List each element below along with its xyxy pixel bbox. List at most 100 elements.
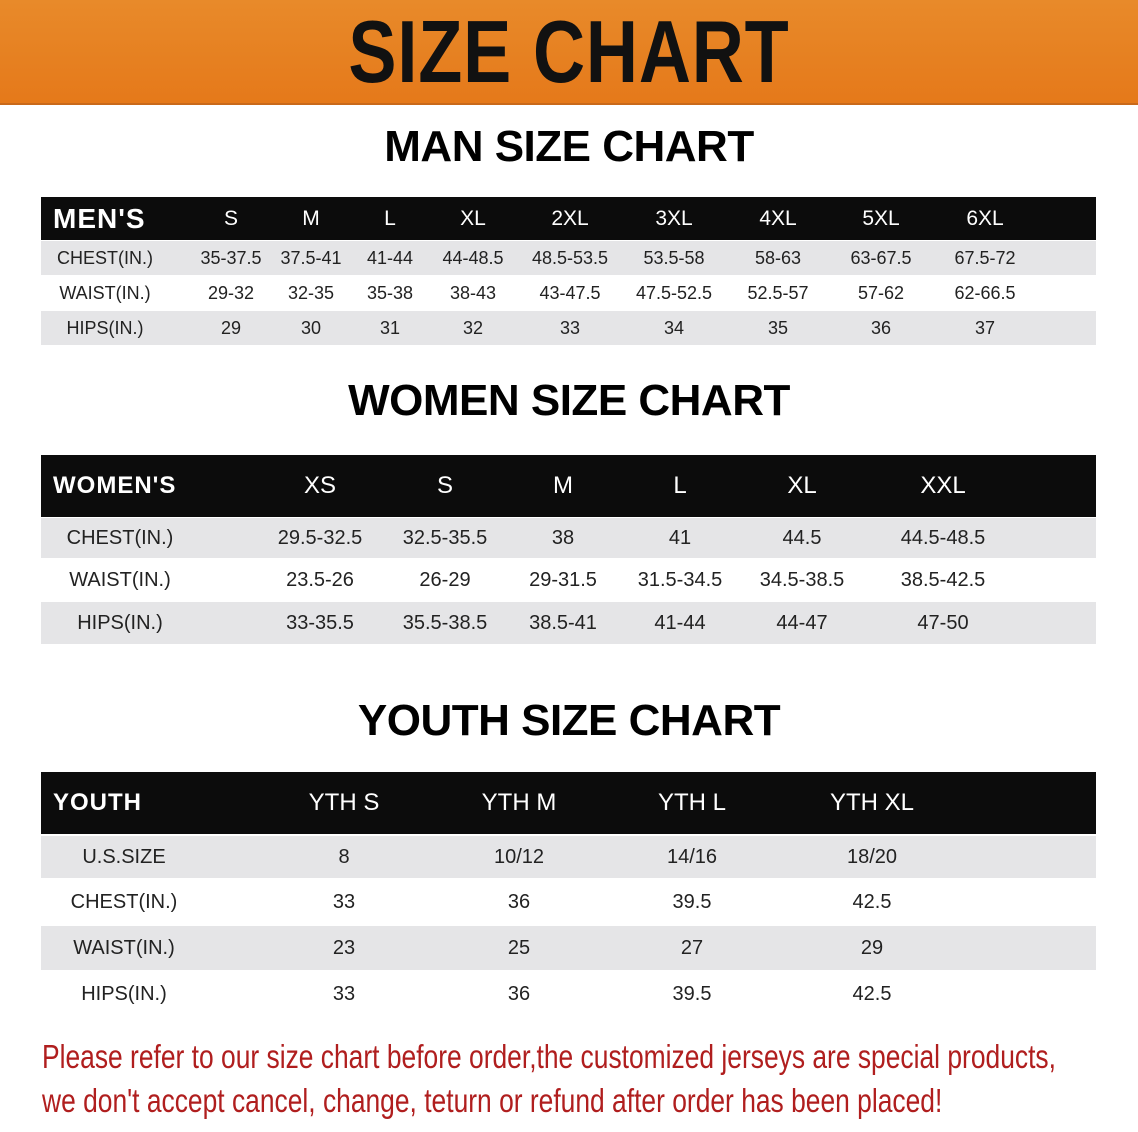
- measurement-cell: 29-32: [207, 282, 255, 303]
- measurement-cell: 35: [767, 317, 789, 338]
- measurement-cell: 33: [332, 890, 356, 913]
- measurement-cell: 57-62: [857, 282, 905, 303]
- measurement-cell: 47.5-52.5: [635, 282, 713, 303]
- row-label: WAIST(IN.): [73, 936, 175, 959]
- measurement-cell: 36: [870, 317, 892, 338]
- measurement-cell: 35-37.5: [200, 247, 262, 268]
- measurement-cell: 36: [507, 890, 531, 913]
- table-row: WAIST(IN.) 29-32 32-35 35-38 38-43 43-47.5 47.…: [41, 276, 1096, 310]
- size-header: 3XL: [655, 206, 693, 230]
- footer-notice-line-2: we don't accept cancel, change, teturn o…: [42, 1082, 943, 1119]
- row-label: HIPS(IN.): [81, 982, 167, 1005]
- measurement-cell: 48.5-53.5: [531, 247, 609, 268]
- size-header: 4XL: [759, 206, 797, 230]
- measurement-cell: 44-48.5: [442, 247, 504, 268]
- men-header-label: MEN'S: [53, 202, 146, 234]
- youth-size-table: YOUTH YTH S YTH M YTH L YTH XL U.S.SIZE 8 10/12…: [41, 772, 1096, 1017]
- size-header: 5XL: [862, 206, 900, 230]
- size-header: XL: [460, 206, 486, 230]
- measurement-cell: 47-50: [917, 611, 969, 634]
- measurement-cell: 18/20: [846, 845, 898, 868]
- size-header: YTH M: [481, 789, 557, 816]
- measurement-cell: 32-35: [287, 282, 335, 303]
- measurement-cell: 10/12: [493, 845, 545, 868]
- measurement-cell: 52.5-57: [747, 282, 809, 303]
- banner-title: SIZE CHART: [348, 2, 790, 101]
- row-label: HIPS(IN.): [77, 611, 163, 634]
- size-header: XXL: [920, 472, 966, 499]
- measurement-cell: 29: [220, 317, 242, 338]
- table-row: WAIST(IN.) 23.5-26 26-29 29-31.5 31.5-34.5 34…: [41, 560, 1096, 600]
- women-size-table: WOMEN'S XS S M L XL XXL CHEST(IN.) 29.5-32.5 32.5…: [41, 455, 1096, 645]
- table-row: U.S.SIZE 8 10/12 14/16 18/20: [41, 836, 1096, 878]
- measurement-cell: 39.5: [672, 890, 712, 913]
- measurement-cell: 41-44: [654, 611, 706, 634]
- measurement-cell: 44-47: [776, 611, 828, 634]
- size-header: S: [436, 472, 453, 499]
- row-label: CHEST(IN.): [57, 247, 153, 268]
- table-row: HIPS(IN.) 33 36 39.5 42.5: [41, 972, 1096, 1016]
- table-row: CHEST(IN.) 33 36 39.5 42.5: [41, 880, 1096, 924]
- measurement-cell: 38.5-42.5: [900, 568, 986, 591]
- size-header: L: [384, 206, 396, 230]
- measurement-cell: 26-29: [419, 568, 471, 591]
- row-label: WAIST(IN.): [59, 282, 151, 303]
- measurement-cell: 33: [559, 317, 581, 338]
- measurement-cell: 8: [338, 845, 350, 868]
- table-row: CHEST(IN.) 29.5-32.5 32.5-35.5 38 41 44.5 44.5…: [41, 518, 1096, 558]
- size-header: 6XL: [966, 206, 1004, 230]
- size-header: 2XL: [551, 206, 589, 230]
- measurement-cell: 32.5-35.5: [402, 526, 488, 549]
- measurement-cell: 31: [379, 317, 401, 338]
- measurement-cell: 34.5-38.5: [759, 568, 845, 591]
- size-header: L: [673, 472, 687, 499]
- measurement-cell: 58-63: [754, 247, 802, 268]
- table-row: CHEST(IN.) 35-37.5 37.5-41 41-44 44-48.5 48.5…: [41, 241, 1096, 275]
- measurement-cell: 53.5-58: [643, 247, 705, 268]
- measurement-cell: 39.5: [672, 982, 712, 1005]
- women-section-title: WOMEN SIZE CHART: [348, 376, 790, 425]
- measurement-cell: 31.5-34.5: [637, 568, 723, 591]
- measurement-cell: 33-35.5: [286, 611, 354, 634]
- size-header: S: [223, 206, 238, 230]
- size-header: YTH L: [657, 789, 726, 816]
- measurement-cell: 25: [507, 936, 531, 959]
- men-header-row: MEN'S S M L XL 2XL 3XL 4XL 5XL 6XL: [41, 197, 1096, 240]
- row-label: U.S.SIZE: [82, 845, 166, 868]
- measurement-cell: 27: [680, 936, 704, 959]
- youth-header-label: YOUTH: [53, 789, 142, 816]
- measurement-cell: 38: [551, 526, 575, 549]
- table-row: HIPS(IN.) 29 30 31 32 33 34 35 36 37: [41, 311, 1096, 345]
- measurement-cell: 62-66.5: [954, 282, 1016, 303]
- measurement-cell: 33: [332, 982, 356, 1005]
- row-label: HIPS(IN.): [66, 317, 144, 338]
- measurement-cell: 35-38: [366, 282, 414, 303]
- row-label: WAIST(IN.): [69, 568, 171, 591]
- banner: SIZE CHART: [0, 0, 1138, 105]
- size-header: XL: [787, 472, 817, 499]
- table-row: HIPS(IN.) 33-35.5 35.5-38.5 38.5-41 41-44 44-…: [41, 602, 1096, 644]
- measurement-cell: 63-67.5: [850, 247, 912, 268]
- size-header: M: [302, 206, 320, 230]
- measurement-cell: 29-31.5: [529, 568, 597, 591]
- footer-notice-line-1: Please refer to our size chart before or…: [42, 1038, 1056, 1075]
- youth-section-title: YOUTH SIZE CHART: [357, 696, 781, 745]
- measurement-cell: 36: [507, 982, 531, 1005]
- measurement-cell: 41: [668, 526, 692, 549]
- measurement-cell: 32: [462, 317, 484, 338]
- measurement-cell: 38-43: [449, 282, 497, 303]
- measurement-cell: 29: [860, 936, 884, 959]
- women-header-label: WOMEN'S: [53, 472, 177, 499]
- measurement-cell: 42.5: [852, 982, 892, 1005]
- measurement-cell: 43-47.5: [539, 282, 601, 303]
- measurement-cell: 35.5-38.5: [402, 611, 488, 634]
- measurement-cell: 44.5: [782, 526, 822, 549]
- measurement-cell: 23: [332, 936, 356, 959]
- measurement-cell: 37: [974, 317, 996, 338]
- measurement-cell: 42.5: [852, 890, 892, 913]
- table-row: WAIST(IN.) 23 25 27 29: [41, 926, 1096, 970]
- size-header: XS: [303, 472, 336, 499]
- men-section-title: MAN SIZE CHART: [384, 122, 754, 171]
- size-header: YTH S: [308, 789, 380, 816]
- measurement-cell: 14/16: [666, 845, 718, 868]
